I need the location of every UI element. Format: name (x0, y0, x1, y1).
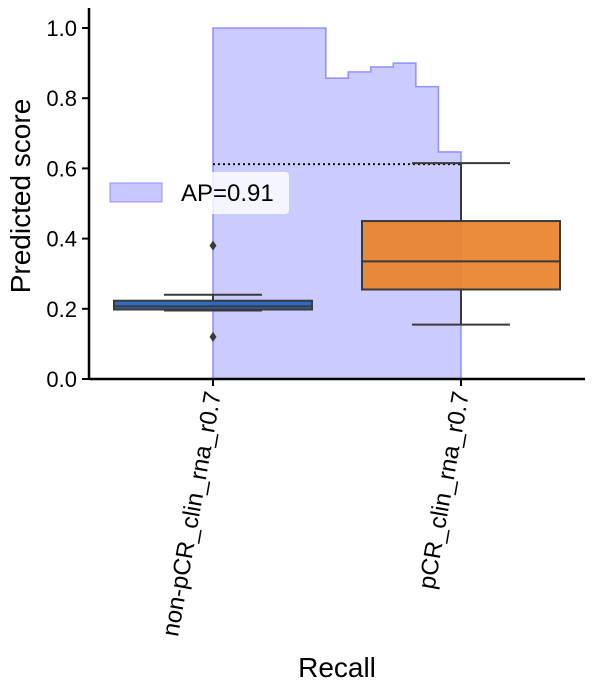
legend: AP=0.91 (101, 172, 289, 214)
pr-step-line (212, 27, 462, 379)
outlier-point (209, 331, 217, 342)
outlier-point (209, 240, 217, 251)
x-tick-label: non-pCR_clin_rna_r0.7 (157, 389, 227, 638)
pr-area-fill (213, 28, 461, 379)
x-tick-label: pCR_clin_rna_r0.7 (414, 389, 475, 591)
box-iqr (113, 299, 313, 311)
legend-swatch (109, 182, 163, 203)
y-tick-label: 1.0 (46, 16, 77, 41)
y-tick-label: 0.4 (46, 227, 77, 252)
y-tick-label: 0.6 (46, 156, 77, 181)
x-axis-label: Recall (298, 652, 376, 683)
box-non-pcr (113, 240, 313, 342)
box-iqr (361, 220, 561, 291)
y-tick-label: 0.2 (46, 297, 77, 322)
box-pcr (361, 162, 561, 326)
precision-recall-curve (212, 27, 462, 379)
box-plot-layer (113, 162, 561, 342)
y-axis-label: Predicted score (5, 99, 36, 294)
legend-label: AP=0.91 (181, 180, 274, 207)
y-tick-label: 0.0 (46, 367, 77, 392)
y-tick-label: 0.8 (46, 86, 77, 111)
